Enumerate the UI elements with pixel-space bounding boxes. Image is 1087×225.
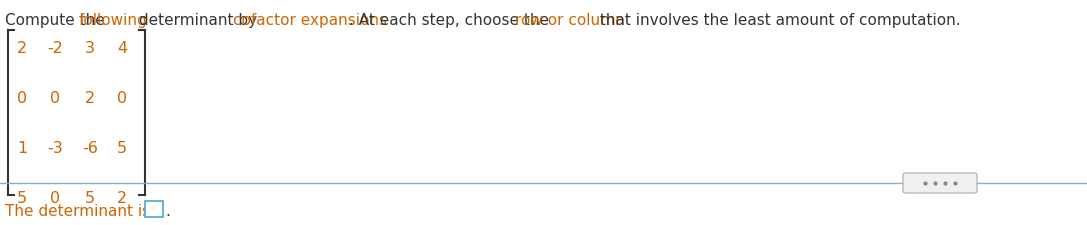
Text: cofactor expansions: cofactor expansions xyxy=(233,13,387,28)
Text: 5: 5 xyxy=(85,190,95,205)
Text: -3: -3 xyxy=(47,140,63,155)
Text: 5: 5 xyxy=(17,190,27,205)
Text: 1: 1 xyxy=(17,140,27,155)
Text: -2: -2 xyxy=(47,41,63,56)
Text: Compute the: Compute the xyxy=(5,13,110,28)
Text: The determinant is: The determinant is xyxy=(5,203,150,218)
Text: 0: 0 xyxy=(17,91,27,106)
Text: determinant by: determinant by xyxy=(134,13,262,28)
Text: that involves the least amount of computation.: that involves the least amount of comput… xyxy=(596,13,961,28)
Text: row or column: row or column xyxy=(515,13,625,28)
FancyBboxPatch shape xyxy=(145,201,163,217)
Text: 5: 5 xyxy=(117,140,127,155)
Text: .: . xyxy=(165,203,170,218)
Text: . At each step, choose the: . At each step, choose the xyxy=(349,13,554,28)
Text: following: following xyxy=(78,13,148,28)
Text: 2: 2 xyxy=(117,190,127,205)
FancyBboxPatch shape xyxy=(903,173,977,193)
Text: 3: 3 xyxy=(85,41,95,56)
Text: -6: -6 xyxy=(82,140,98,155)
Text: 2: 2 xyxy=(17,41,27,56)
Text: 4: 4 xyxy=(117,41,127,56)
Text: 0: 0 xyxy=(50,190,60,205)
Text: 2: 2 xyxy=(85,91,95,106)
Text: 0: 0 xyxy=(117,91,127,106)
Text: 0: 0 xyxy=(50,91,60,106)
